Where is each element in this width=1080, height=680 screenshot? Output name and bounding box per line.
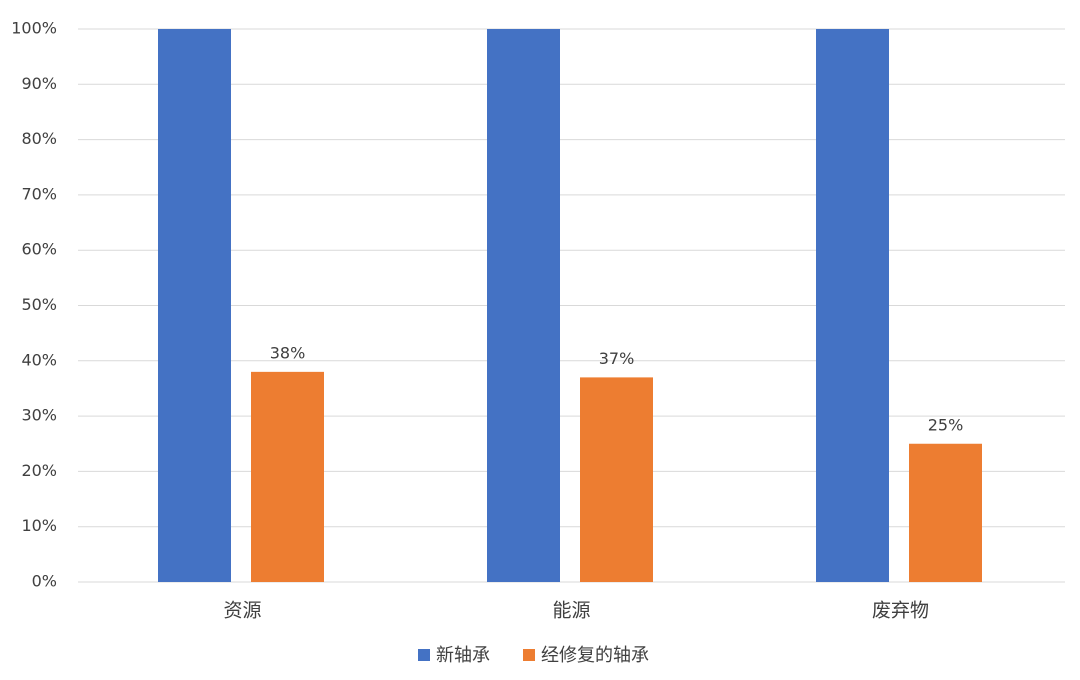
y-tick-label: 10% <box>21 516 57 535</box>
y-tick-label: 50% <box>21 295 57 314</box>
y-tick-label: 0% <box>32 572 57 591</box>
legend-label: 新轴承 <box>436 645 490 666</box>
bar <box>580 377 653 582</box>
y-tick-label: 100% <box>11 19 57 38</box>
legend-swatch <box>523 649 535 661</box>
x-tick-label: 能源 <box>552 600 590 622</box>
y-tick-label: 70% <box>21 184 57 203</box>
y-tick-label: 30% <box>21 406 57 425</box>
value-label: 37% <box>599 349 635 368</box>
value-label: 38% <box>270 343 306 362</box>
y-tick-label: 80% <box>21 129 57 148</box>
bar <box>816 29 889 582</box>
y-tick-label: 60% <box>21 240 57 259</box>
y-tick-label: 40% <box>21 350 57 369</box>
bar <box>487 29 560 582</box>
y-tick-label: 20% <box>21 461 57 480</box>
x-tick-label: 废弃物 <box>872 600 929 622</box>
legend-label: 经修复的轴承 <box>541 645 649 666</box>
bar <box>909 443 982 582</box>
value-label: 25% <box>928 415 964 434</box>
bar <box>158 29 231 582</box>
x-tick-label: 资源 <box>223 600 261 622</box>
y-tick-label: 90% <box>21 74 57 93</box>
legend-swatch <box>418 649 430 661</box>
bar <box>251 371 324 582</box>
